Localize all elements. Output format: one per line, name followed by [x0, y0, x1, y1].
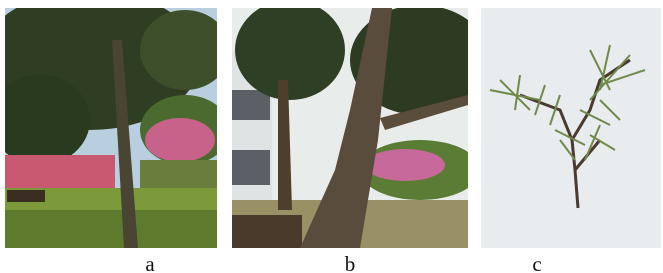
panel-label: a — [145, 252, 154, 273]
panel-label: b — [345, 252, 356, 273]
figure: a b c — [0, 0, 663, 273]
panel-label: c — [532, 252, 541, 273]
photos — [0, 0, 663, 273]
photo-c — [481, 8, 661, 248]
photo-b — [232, 0, 490, 248]
photo-a — [0, 0, 230, 248]
